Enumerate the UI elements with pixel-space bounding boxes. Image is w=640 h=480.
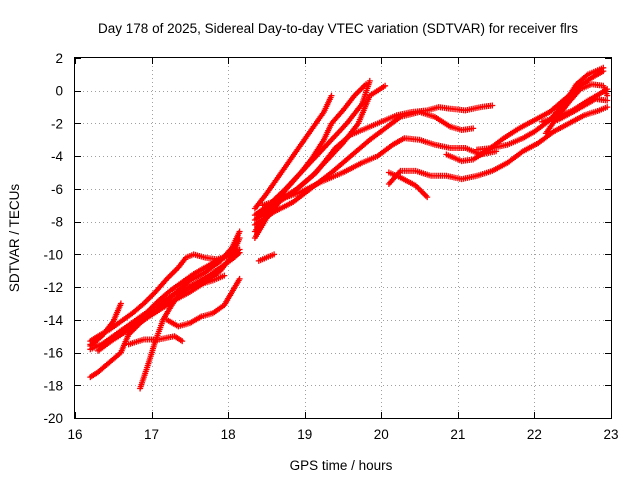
y-tick-label: -12 [43, 280, 63, 295]
series-track-f [137, 272, 228, 392]
data-point-markers [554, 95, 611, 124]
y-tick-label: -10 [43, 247, 63, 262]
series-track-e [87, 300, 124, 349]
axis-ticks: 16 17 18 19 20 21 22 23-20-18-16-14-12-10-8-6-4… [43, 51, 618, 442]
series-line [476, 67, 604, 151]
data-point-markers [137, 272, 228, 392]
data-point-markers [255, 251, 278, 264]
y-tick-label: -18 [43, 378, 63, 393]
data-point-markers [95, 235, 243, 354]
x-tick-label: 19 [297, 427, 312, 442]
y-tick-label: -2 [51, 116, 63, 131]
data-point-markers [474, 64, 607, 153]
series-track-q [251, 81, 369, 235]
series-track-h [163, 275, 243, 330]
data-point-markers [251, 102, 496, 241]
series-track-w [542, 81, 611, 137]
series-track-j [251, 92, 335, 212]
y-tick-label: -16 [43, 346, 63, 361]
data-point-markers [259, 135, 500, 209]
x-axis-label: GPS time / hours [290, 458, 393, 473]
data-point-markers [251, 81, 369, 235]
y-axis-label: SDTVAR / TECUs [7, 184, 22, 293]
data-point-markers [125, 333, 186, 348]
x-tick-label: 16 [67, 427, 82, 442]
series-track-g [125, 333, 186, 348]
y-tick-label: -6 [51, 182, 63, 197]
x-tick-label: 22 [527, 427, 542, 442]
y-tick-label: -8 [51, 215, 63, 230]
chart-title: Day 178 of 2025, Sidereal Day-to-day VTE… [98, 21, 578, 36]
y-tick-label: 2 [55, 51, 63, 66]
x-tick-label: 23 [603, 427, 618, 442]
y-tick-label: -14 [43, 313, 63, 328]
x-tick-label: 20 [374, 427, 389, 442]
plot-frame [74, 57, 612, 419]
data-point-markers [87, 300, 124, 349]
y-tick-label: -4 [51, 149, 63, 164]
series-track-s [385, 104, 611, 187]
series-track-p [255, 251, 278, 264]
data-point-markers [385, 104, 611, 187]
series-track-n [259, 135, 500, 209]
y-tick-label: -20 [43, 411, 63, 426]
data-point-markers [542, 81, 611, 137]
data-series [87, 64, 611, 392]
x-tick-label: 21 [450, 427, 465, 442]
series-track-x [554, 95, 611, 124]
series-track-i [95, 235, 243, 354]
x-tick-label: 18 [221, 427, 236, 442]
data-point-markers [251, 92, 335, 212]
y-tick-label: 0 [55, 84, 63, 99]
x-tick-label: 17 [144, 427, 159, 442]
series-track-o [251, 102, 496, 241]
data-point-markers [163, 275, 243, 330]
